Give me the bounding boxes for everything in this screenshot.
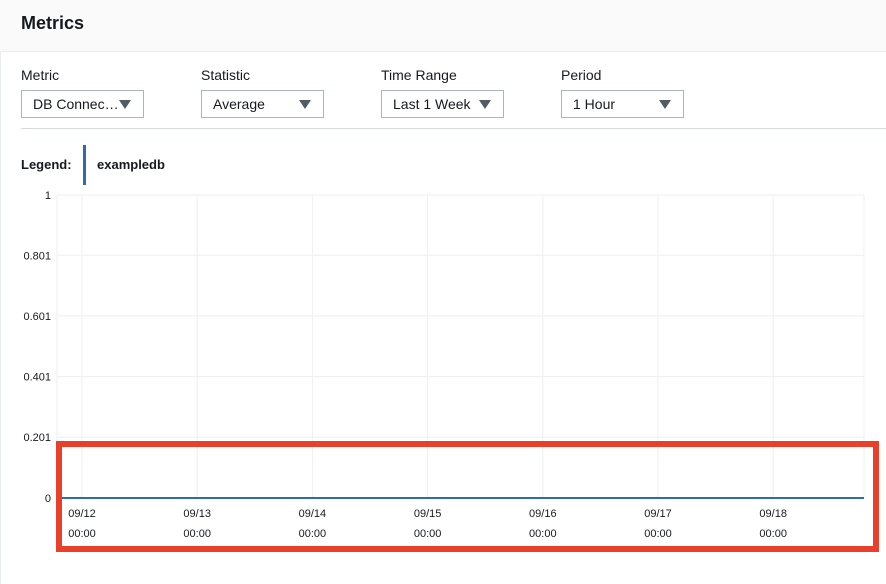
y-tick-label: 0.801 (23, 250, 51, 262)
x-tick-time: 00:00 (759, 528, 787, 540)
caret-down-icon (299, 100, 311, 109)
metric-control: Metric DB Connec… (21, 66, 144, 118)
x-tick-time: 00:00 (414, 528, 442, 540)
x-tick-time: 00:00 (299, 528, 327, 540)
metrics-header: Metrics (0, 0, 886, 52)
y-tick-label: 0.401 (23, 371, 51, 383)
x-tick-date: 09/14 (299, 508, 327, 520)
y-tick-label: 0.201 (23, 432, 51, 444)
controls-divider (21, 128, 886, 129)
x-tick-time: 00:00 (644, 528, 672, 540)
statistic-select-value: Average (213, 96, 265, 112)
caret-down-icon (119, 100, 131, 109)
statistic-label: Statistic (201, 67, 251, 83)
x-tick-date: 09/12 (68, 508, 96, 520)
y-tick-label: 1 (45, 190, 51, 202)
page-title: Metrics (21, 13, 85, 33)
statistic-control: Statistic Average (201, 66, 324, 118)
statistic-select[interactable]: Average (201, 90, 324, 118)
legend-label: Legend: (21, 157, 72, 172)
x-tick-date: 09/18 (759, 508, 787, 520)
period-control: Period 1 Hour (561, 66, 684, 118)
time-range-select-value: Last 1 Week (393, 96, 471, 112)
x-tick-time: 00:00 (68, 528, 96, 540)
time-range-control: Time Range Last 1 Week (381, 66, 504, 118)
metric-select-value: DB Connec… (33, 96, 119, 112)
page-left-border (0, 0, 1, 584)
y-tick-label: 0.601 (23, 311, 51, 323)
x-tick-date: 09/17 (644, 508, 672, 520)
y-tick-label: 0 (45, 493, 51, 505)
period-select-value: 1 Hour (573, 96, 616, 112)
x-tick-time: 00:00 (183, 528, 211, 540)
x-tick-date: 09/13 (183, 508, 211, 520)
period-select[interactable]: 1 Hour (561, 90, 684, 118)
time-range-select[interactable]: Last 1 Week (381, 90, 504, 118)
legend-swatch (83, 145, 86, 185)
period-label: Period (561, 67, 602, 83)
x-tick-date: 09/16 (529, 508, 557, 520)
metric-select[interactable]: DB Connec… (21, 90, 144, 118)
x-tick-date: 09/15 (414, 508, 442, 520)
x-tick-time: 00:00 (529, 528, 557, 540)
caret-down-icon (659, 100, 671, 109)
time-range-label: Time Range (381, 67, 457, 83)
highlight-box (56, 441, 879, 552)
legend-series-name: exampledb (97, 157, 165, 172)
caret-down-icon (479, 100, 491, 109)
metric-label: Metric (21, 67, 60, 83)
